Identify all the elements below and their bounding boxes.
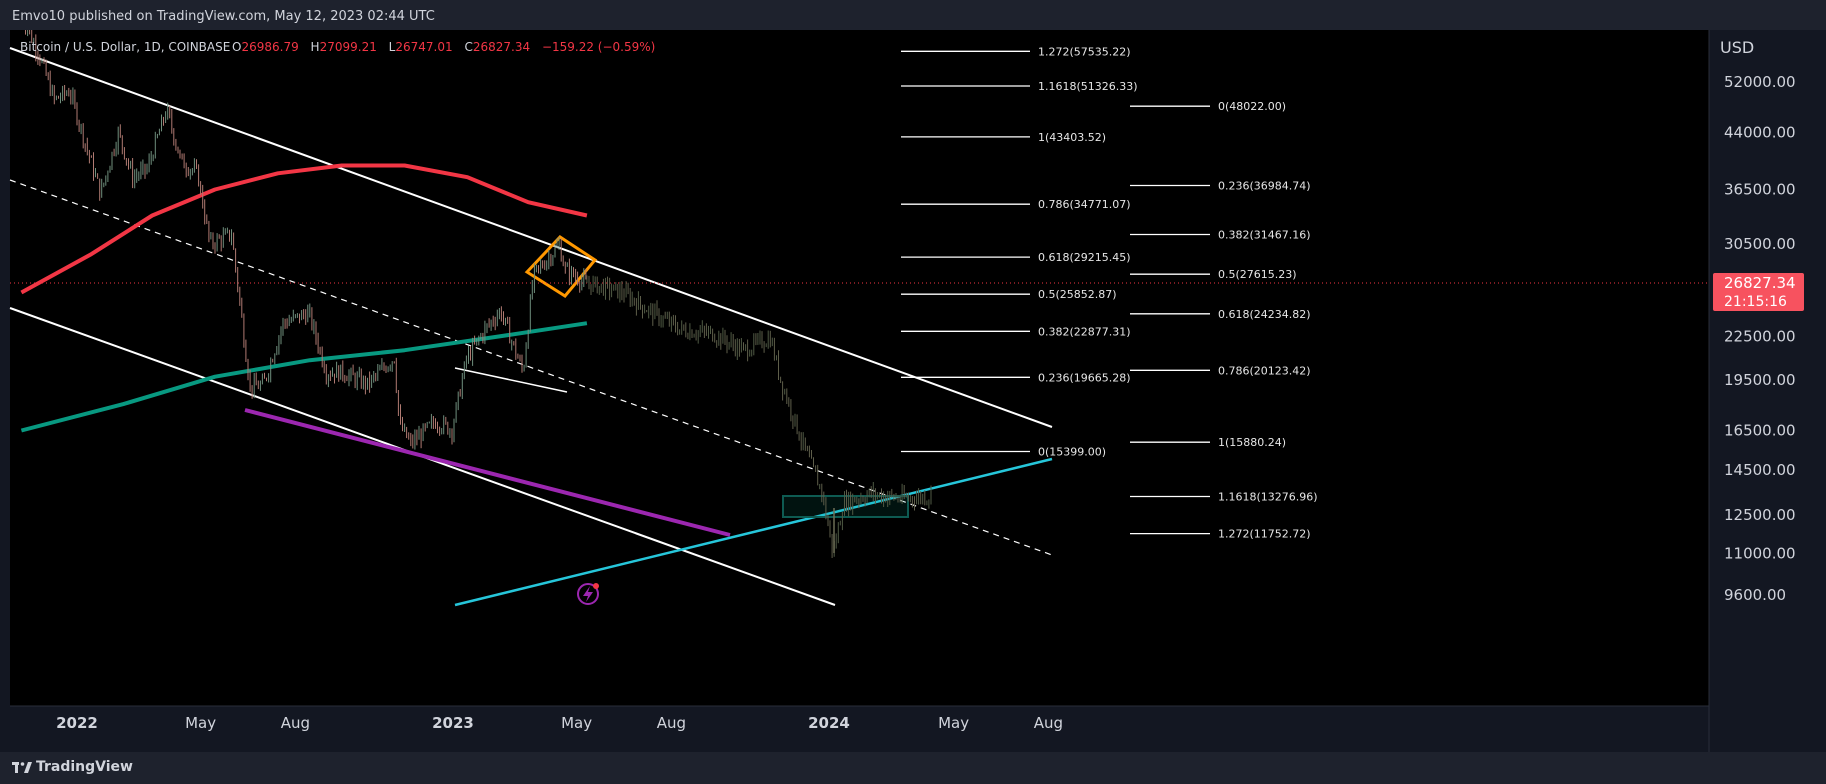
fib-left-level-label: 1.1618(51326.33)	[1038, 80, 1138, 93]
ma-teal-line	[20, 321, 588, 433]
x-tick-label: Aug	[281, 714, 310, 732]
x-tick-label: 2023	[432, 714, 474, 732]
price-chart[interactable]: 1.272(57535.22) 1.1618(51326.33) 1(43403.5…	[0, 30, 1826, 752]
y-tick-label: 22500.00	[1724, 327, 1796, 345]
fib-right-level-label: 1.272(11752.72)	[1218, 528, 1311, 541]
publish-info: Emvo10 published on TradingView.com, May…	[12, 9, 435, 24]
x-tick-label: 2022	[56, 714, 98, 732]
fib-right-level-label: 0.5(27615.23)	[1218, 268, 1297, 281]
fib-left-level-label: 1.272(57535.22)	[1038, 45, 1131, 58]
price-badge-countdown: 21:15:16	[1724, 294, 1787, 310]
legend-low: 26747.01	[395, 40, 452, 54]
event-dot-icon	[593, 583, 599, 589]
x-tick-label: Aug	[1034, 714, 1063, 732]
fib-right-level-label: 0(48022.00)	[1218, 100, 1286, 113]
price-badge-value: 26827.34	[1724, 274, 1796, 292]
event-lightning-icon[interactable]	[577, 583, 599, 605]
legend-symbol: Bitcoin / U.S. Dollar, 1D, COINBASE	[20, 40, 230, 54]
y-tick-label: 9600.00	[1724, 586, 1786, 604]
y-tick-label: 44000.00	[1724, 124, 1796, 142]
legend-change: −159.22 (−0.59%)	[542, 40, 655, 54]
y-tick-label: 14500.00	[1724, 461, 1796, 479]
legend-o-label: O	[232, 40, 241, 54]
channel-mid-line[interactable]	[9, 179, 1053, 556]
fib-left-level-label: 0(15399.00)	[1038, 446, 1106, 459]
legend-close: 26827.34	[473, 40, 530, 54]
x-tick-label: May	[561, 714, 592, 732]
publish-bar: Emvo10 published on TradingView.com, May…	[0, 0, 1826, 30]
fib-left-level-label: 0.5(25852.87)	[1038, 288, 1117, 301]
fib-left-level-label: 0.236(19665.28)	[1038, 371, 1131, 384]
tradingview-logo-icon	[12, 762, 32, 773]
support-purple-line[interactable]	[244, 408, 731, 537]
ma-200-red-line	[20, 163, 588, 295]
channel-upper-line[interactable]	[9, 47, 1053, 428]
y-tick-label: 12500.00	[1724, 506, 1796, 524]
x-tick-label: Aug	[657, 714, 686, 732]
fib-left-level-label: 0.382(22877.31)	[1038, 325, 1131, 338]
legend-high: 27099.21	[320, 40, 377, 54]
fib-right-level-label: 0.618(24234.82)	[1218, 308, 1311, 321]
legend-c-label: C	[464, 40, 472, 54]
lightning-glyph-icon	[583, 586, 593, 602]
currency-label[interactable]: USD	[1720, 38, 1754, 57]
fib-left-level-label: 1(43403.52)	[1038, 131, 1106, 144]
y-tick-label: 16500.00	[1724, 422, 1796, 440]
footer-brand[interactable]: TradingView	[36, 759, 133, 775]
legend-ohlc: O26986.79 H27099.21 L26747.01 C26827.34 …	[232, 40, 655, 54]
orange-diamond-pattern[interactable]	[524, 235, 598, 298]
fib-right-level-label: 0.786(20123.42)	[1218, 364, 1311, 377]
fib-right-level-label: 1.1618(13276.96)	[1218, 491, 1318, 504]
y-tick-label: 11000.00	[1724, 545, 1796, 563]
wedge-line[interactable]	[454, 367, 568, 393]
fib-left-level-label: 0.618(29215.45)	[1038, 251, 1131, 264]
fib-right-level-label: 0.236(36984.74)	[1218, 180, 1311, 193]
fib-left-level-label: 0.786(34771.07)	[1038, 198, 1131, 211]
legend-l-label: L	[389, 40, 396, 54]
footer-bar: TradingView	[0, 752, 1826, 784]
x-tick-label: May	[938, 714, 969, 732]
target-zone-rect[interactable]	[782, 495, 909, 518]
price-badge	[1713, 273, 1804, 311]
legend-open: 26986.79	[241, 40, 298, 54]
fib-right-level-label: 1(15880.24)	[1218, 436, 1286, 449]
plot-area[interactable]	[10, 30, 1709, 706]
x-tick-label: 2024	[808, 714, 850, 732]
y-tick-label: 19500.00	[1724, 371, 1796, 389]
y-tick-label: 36500.00	[1724, 181, 1796, 199]
x-tick-label: May	[185, 714, 216, 732]
fib-right-level-label: 0.382(31467.16)	[1218, 229, 1311, 242]
cyan-trend-line[interactable]	[454, 457, 1053, 607]
legend-h-label: H	[311, 40, 320, 54]
y-tick-label: 30500.00	[1724, 235, 1796, 253]
y-tick-label: 52000.00	[1724, 73, 1796, 91]
